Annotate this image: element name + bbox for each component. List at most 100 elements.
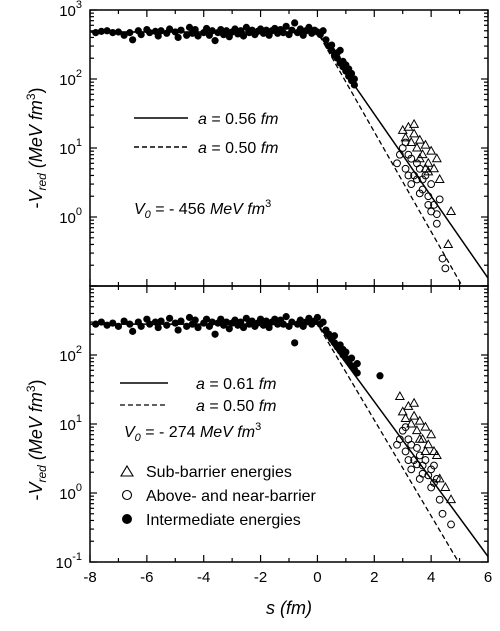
bottom-y-axis-label: -Vred (MeV fm3) [24,379,49,500]
intermediate-point [126,29,134,37]
top-annotation-a2: a = 0.50 fm [198,140,279,157]
above-barrier-point [415,451,424,460]
above-barrier-point [413,444,421,452]
sub-barrier-point [426,145,437,155]
sub-barrier-point [406,137,417,147]
intermediate-point [211,330,219,338]
intermediate-point [103,27,111,35]
sub-barrier-point [400,413,411,423]
above-barrier-point [404,171,413,180]
above-barrier-point [430,461,438,470]
intermediate-point [350,75,358,83]
intermediate-point [129,327,137,335]
intermediate-point [103,321,111,329]
intermediate-point [242,314,250,322]
above-barrier-point [432,219,441,228]
above-barrier-point [401,164,410,173]
sub-barrier-point [414,433,425,443]
sub-barrier-point [420,139,431,149]
y-tick-label: 101 [59,413,82,434]
intermediate-point [185,23,194,31]
intermediate-point [262,317,270,325]
above-barrier-point [438,509,447,518]
x-tick-label: 0 [313,569,321,586]
intermediate-point [313,313,322,322]
x-tick-label: -8 [83,569,96,586]
sub-barrier-point [434,173,445,183]
intermediate-point [248,317,256,325]
intermediate-point [171,28,179,36]
top-annotation-a1: a = 0.56 fm [198,111,279,128]
y-tick-label: 103 [59,0,82,20]
intermediate-point [163,321,171,329]
intermediate-point [191,25,199,34]
intermediate-point [154,323,162,332]
intermediate-point [202,315,211,323]
above-barrier-point [415,189,424,198]
legend-sub-barrier-label: Sub-barrier energies [146,464,292,481]
sub-barrier-point [409,410,420,420]
sub-barrier-point [428,445,440,455]
above-barrier-point [410,171,418,180]
intermediate-point [305,314,313,322]
intermediate-point [322,36,330,44]
above-barrier-point [447,520,455,529]
intermediate-point [353,369,361,377]
legend-intermediate-marker [122,514,132,524]
above-barrier-point [393,159,401,168]
sub-barrier-point [409,128,420,138]
x-tick-label: 2 [370,569,378,586]
intermediate-point [336,46,344,54]
sub-barrier-point [423,166,434,176]
bottom-panel: 102 101 100 10-1 -8 -6 -4 -2 0 2 4 6 -Vred (MeV fm… [24,285,492,618]
sub-barrier-point [397,406,408,416]
intermediate-point [208,27,216,35]
above-barrier-point [427,180,436,188]
intermediate-point [242,23,250,31]
intermediate-point [120,317,128,325]
sub-barrier-point [400,132,411,142]
intermediate-point [183,31,191,39]
intermediate-point [166,314,174,322]
sub-barrier-point [414,134,425,144]
intermediate-point [339,345,347,354]
y-tick-label: 102 [59,68,82,89]
top-y-ticks: 103 102 101 100 [59,0,488,287]
x-tick-label: 6 [484,569,492,586]
bottom-data-points [92,313,457,529]
intermediate-point [239,323,248,332]
y-tick-label: 100 [59,206,82,227]
sub-barrier-point [445,206,457,216]
intermediate-point [157,317,165,325]
intermediate-point [225,325,233,333]
bottom-y-ticks: 102 101 100 10-1 [56,285,488,572]
above-barrier-point [407,465,416,474]
above-barrier-point [418,175,427,184]
intermediate-point [239,32,248,40]
x-tick-label: -4 [197,569,210,586]
sub-barrier-point [414,415,425,425]
intermediate-point [114,28,123,36]
intermediate-point [217,315,225,323]
legend-above-barrier-marker [121,489,133,501]
intermediate-point [114,322,123,330]
sub-barrier-point [420,421,431,431]
intermediate-point [97,27,105,35]
intermediate-point [194,323,202,332]
above-barrier-point [430,200,438,209]
legend-intermediate-label: Intermediate energies [146,512,301,529]
intermediate-point [342,61,350,69]
above-barrier-point [407,154,416,163]
intermediate-point [97,318,105,326]
intermediate-point [279,320,287,328]
intermediate-point [151,318,159,326]
intermediate-point [120,31,128,39]
intermediate-point [185,313,194,322]
intermediate-point [319,318,327,326]
above-barrier-point [435,495,444,504]
above-barrier-point [438,254,447,263]
intermediate-point [222,27,231,35]
bottom-annotation-v0: V0 = - 274 MeV fm3 [124,421,261,444]
sub-barrier-point [431,153,442,163]
